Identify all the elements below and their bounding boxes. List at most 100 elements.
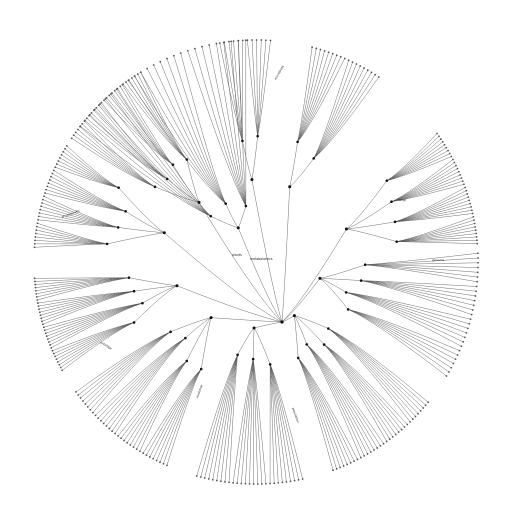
- leaf-link: [297, 53, 333, 142]
- leaf-node: [369, 451, 372, 453]
- leaf-node: [471, 309, 474, 311]
- sub-branch-node: [185, 158, 189, 161]
- leaf-node: [332, 469, 334, 472]
- leaf-link: [230, 41, 247, 207]
- sub-branch-link: [294, 315, 329, 329]
- leaf-link: [252, 359, 263, 484]
- leaf-node: [244, 482, 247, 485]
- leaf-link: [173, 55, 226, 204]
- sub-branch-node: [224, 202, 227, 205]
- branch-node: [288, 185, 292, 189]
- leaf-node: [459, 173, 462, 176]
- leaf-node: [419, 409, 422, 412]
- sub-branch-link: [142, 285, 178, 304]
- leaf-node: [42, 326, 45, 329]
- sub-branch-link: [225, 203, 239, 228]
- leaf-node: [57, 160, 60, 162]
- leaf-node: [359, 456, 362, 459]
- leaf-link: [269, 364, 283, 483]
- leaf-node: [77, 394, 80, 396]
- leaf-node: [465, 331, 468, 334]
- leaf-node: [422, 407, 425, 409]
- leaf-link: [297, 47, 313, 142]
- leaf-link: [142, 368, 202, 454]
- leaf-node: [469, 202, 472, 205]
- leaf-node: [458, 349, 461, 352]
- leaf-link: [122, 84, 211, 217]
- leaf-node: [132, 446, 135, 449]
- leaf-node: [256, 483, 259, 485]
- leaf-link: [37, 222, 108, 245]
- leaf-link: [62, 322, 135, 371]
- leaf-node: [152, 457, 155, 460]
- leaf-node: [236, 482, 239, 485]
- leaf-node: [130, 77, 133, 79]
- branch-node: [344, 227, 348, 231]
- leaf-node: [203, 477, 206, 479]
- leaf-link: [233, 41, 243, 141]
- leaf-node: [476, 242, 479, 245]
- sub-branch-node: [184, 336, 187, 340]
- leaf-node: [476, 276, 479, 278]
- leaf-node: [37, 218, 39, 221]
- leaf-node: [105, 425, 108, 427]
- leaf-node: [237, 39, 240, 42]
- leaf-link: [75, 331, 171, 393]
- leaf-node: [37, 305, 40, 308]
- leaf-node: [40, 205, 43, 208]
- branch-link: [198, 202, 283, 323]
- leaf-node: [219, 480, 222, 483]
- leaf-node: [342, 465, 345, 467]
- leaf-node: [223, 41, 226, 44]
- leaf-link: [395, 213, 473, 223]
- leaf-link: [224, 354, 238, 482]
- leaf-node: [38, 212, 41, 214]
- sub-branch-link: [238, 205, 247, 228]
- sub-branch-link: [294, 315, 325, 345]
- leaf-node: [260, 483, 263, 485]
- leaf-node: [476, 271, 479, 274]
- branch-link: [164, 232, 283, 323]
- leaf-link: [247, 40, 258, 137]
- leaf-node: [51, 349, 54, 352]
- leaf-node: [135, 448, 138, 451]
- sub-branch-node: [209, 214, 213, 218]
- leaf-node: [343, 57, 346, 60]
- leaf-node: [95, 106, 98, 109]
- leaf-link: [297, 56, 341, 143]
- leaf-node: [43, 195, 45, 198]
- branch-node: [175, 284, 179, 288]
- leaf-node: [55, 358, 58, 361]
- leaf-node: [51, 172, 54, 175]
- leaf-node: [366, 69, 369, 72]
- leaf-node: [100, 101, 103, 104]
- leaf-node: [373, 449, 375, 451]
- leaf-node: [281, 481, 284, 484]
- leaf-node: [251, 39, 253, 41]
- leaf-node: [44, 332, 47, 335]
- leaf-node: [456, 167, 459, 170]
- leaf-node: [59, 156, 61, 159]
- leaf-link: [391, 184, 465, 202]
- leaf-node: [476, 280, 479, 283]
- leaf-node: [331, 52, 334, 55]
- leaf-node: [159, 461, 161, 464]
- leaf-node: [166, 464, 168, 467]
- leaf-link: [228, 41, 243, 141]
- leaf-link: [386, 133, 438, 181]
- leaf-node: [374, 73, 377, 76]
- leaf-link: [120, 86, 174, 165]
- leaf-node: [97, 104, 100, 107]
- leaf-node: [34, 236, 37, 238]
- leaf-link: [313, 72, 372, 159]
- leaf-link: [60, 322, 135, 368]
- leaf-node: [475, 290, 477, 293]
- leaf-link: [51, 302, 143, 349]
- leaf-node: [52, 352, 55, 355]
- sub-branch-node: [305, 343, 309, 346]
- leaf-node: [461, 180, 464, 183]
- leaf-link: [79, 126, 156, 188]
- leaf-node: [468, 322, 471, 325]
- leaf-link: [99, 103, 211, 217]
- sub-branch-link: [319, 278, 349, 310]
